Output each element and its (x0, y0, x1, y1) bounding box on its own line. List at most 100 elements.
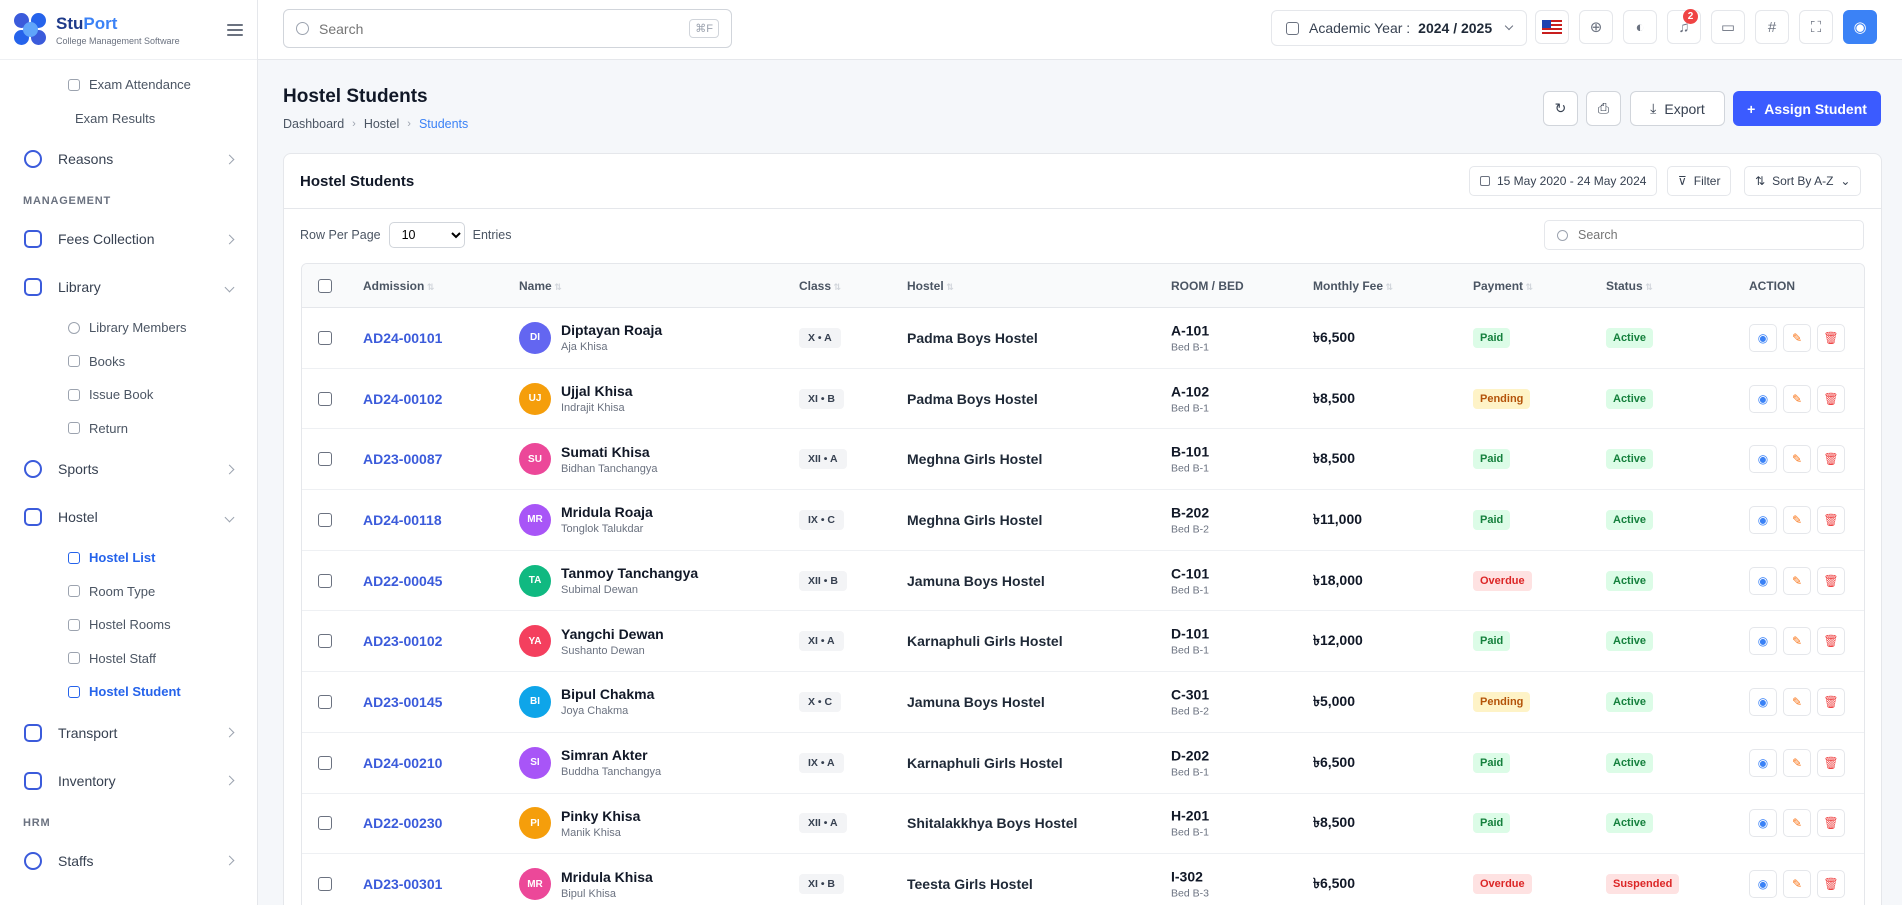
add-button[interactable]: ⊕ (1579, 10, 1613, 44)
menu-toggle-icon[interactable] (227, 23, 243, 36)
table-row[interactable]: AD24-00101 DI Diptayan Roaja Aja Khisa X… (302, 308, 1864, 369)
sidebar-item-library[interactable]: Library (0, 263, 257, 311)
table-row[interactable]: AD22-00045 TA Tanmoy Tanchangya Subimal … (302, 551, 1864, 612)
view-button[interactable]: ◉ (1749, 687, 1777, 716)
search-input[interactable] (319, 20, 690, 37)
messages-button[interactable]: ▭ (1711, 10, 1745, 44)
edit-button[interactable]: ✎ (1783, 809, 1811, 838)
view-button[interactable]: ◉ (1749, 566, 1777, 595)
admission-link[interactable]: AD24-00118 (363, 511, 442, 528)
print-button[interactable]: ⎙ (1586, 91, 1621, 126)
sidebar-item-hostel-list[interactable]: Hostel List (0, 541, 257, 575)
table-row[interactable]: AD23-00145 BI Bipul Chakma Joya Chakma X… (302, 672, 1864, 733)
row-checkbox[interactable] (318, 391, 332, 406)
edit-button[interactable]: ✎ (1783, 384, 1811, 413)
sidebar-item-issue-book[interactable]: Issue Book (0, 378, 257, 412)
col-name[interactable]: Name (519, 279, 562, 293)
profile-button[interactable]: ◉ (1843, 10, 1877, 44)
table-row[interactable]: AD23-00301 MR Mridula Khisa Bipul Khisa … (302, 854, 1864, 905)
notifications-button[interactable]: ♫ 2 (1667, 9, 1701, 44)
delete-button[interactable]: 🗑 (1817, 870, 1845, 899)
export-button[interactable]: ⤓ Export (1630, 91, 1725, 126)
language-button[interactable] (1535, 10, 1569, 44)
delete-button[interactable]: 🗑 (1817, 748, 1845, 777)
view-button[interactable]: ◉ (1749, 809, 1777, 838)
col-payment[interactable]: Payment (1473, 279, 1533, 293)
sidebar-item-room-type[interactable]: Room Type (0, 575, 257, 609)
breadcrumb-hostel[interactable]: Hostel (363, 117, 400, 131)
sidebar-item-library-members[interactable]: Library Members (0, 311, 257, 345)
edit-button[interactable]: ✎ (1783, 627, 1811, 656)
edit-button[interactable]: ✎ (1783, 323, 1811, 352)
view-button[interactable]: ◉ (1749, 748, 1777, 777)
view-button[interactable]: ◉ (1749, 445, 1777, 474)
row-checkbox[interactable] (318, 452, 332, 467)
view-button[interactable]: ◉ (1749, 323, 1777, 352)
table-row[interactable]: AD24-00102 UJ Ujjal Khisa Indrajit Khisa… (302, 369, 1864, 430)
admission-link[interactable]: AD23-00087 (363, 451, 443, 468)
table-row[interactable]: AD23-00087 SU Sumati Khisa Bidhan Tancha… (302, 429, 1864, 491)
table-row[interactable]: AD22-00230 PI Pinky Khisa Manik Khisa XI… (302, 794, 1864, 855)
edit-button[interactable]: ✎ (1783, 687, 1811, 716)
apps-button[interactable]: # (1755, 10, 1789, 44)
sidebar-item-sports[interactable]: Sports (0, 445, 257, 493)
sidebar-item-exam-results[interactable]: Exam Results (75, 110, 156, 126)
view-button[interactable]: ◉ (1749, 870, 1777, 899)
sidebar-item-hostel-rooms[interactable]: Hostel Rooms (0, 608, 257, 642)
fullscreen-button[interactable]: ⛶ (1799, 10, 1833, 44)
row-checkbox[interactable] (318, 877, 332, 892)
date-range-picker[interactable]: 15 May 2020 - 24 May 2024 (1469, 166, 1658, 196)
col-admission[interactable]: Admission (363, 279, 434, 293)
academic-year-select[interactable]: Academic Year : 2024 / 2025 (1271, 10, 1527, 46)
sidebar-item-exam-attendance[interactable]: Exam Attendance (0, 68, 257, 102)
delete-button[interactable]: 🗑 (1817, 505, 1845, 534)
admission-link[interactable]: AD24-00101 (363, 329, 443, 346)
sidebar-item-hostel-staff[interactable]: Hostel Staff (0, 642, 257, 676)
edit-button[interactable]: ✎ (1783, 445, 1811, 474)
row-checkbox[interactable] (318, 330, 332, 345)
filter-button[interactable]: ⊽ Filter (1667, 166, 1732, 196)
admission-link[interactable]: AD24-00210 (363, 754, 443, 771)
sidebar-item-return[interactable]: Return (0, 412, 257, 446)
col-hostel[interactable]: Hostel (907, 279, 954, 293)
table-search[interactable] (1544, 220, 1864, 250)
delete-button[interactable]: 🗑 (1817, 445, 1845, 474)
sidebar-item-staffs[interactable]: Staffs (0, 837, 257, 885)
edit-button[interactable]: ✎ (1783, 505, 1811, 534)
sidebar-item-reasons[interactable]: Reasons (0, 135, 257, 183)
edit-button[interactable]: ✎ (1783, 566, 1811, 595)
delete-button[interactable]: 🗑 (1817, 687, 1845, 716)
breadcrumb-dashboard[interactable]: Dashboard (283, 117, 345, 131)
delete-button[interactable]: 🗑 (1817, 809, 1845, 838)
row-checkbox[interactable] (318, 694, 332, 709)
delete-button[interactable]: 🗑 (1817, 627, 1845, 656)
delete-button[interactable]: 🗑 (1817, 566, 1845, 595)
row-checkbox[interactable] (318, 816, 332, 831)
row-checkbox[interactable] (318, 755, 332, 770)
row-checkbox[interactable] (318, 573, 332, 588)
theme-button[interactable]: ◐ (1623, 10, 1657, 44)
view-button[interactable]: ◉ (1749, 384, 1777, 413)
assign-student-button[interactable]: + Assign Student (1733, 91, 1881, 126)
rows-per-page-select[interactable]: 10 (388, 222, 465, 248)
sidebar-item-fees[interactable]: Fees Collection (0, 215, 257, 263)
sidebar-item-transport[interactable]: Transport (0, 709, 257, 757)
admission-link[interactable]: AD22-00045 (363, 572, 443, 589)
sidebar-item-hostel-student[interactable]: Hostel Student (0, 675, 257, 709)
view-button[interactable]: ◉ (1749, 505, 1777, 534)
table-row[interactable]: AD24-00210 SI Simran Akter Buddha Tancha… (302, 733, 1864, 794)
admission-link[interactable]: AD23-00145 (363, 693, 443, 710)
edit-button[interactable]: ✎ (1783, 748, 1811, 777)
sidebar-item-hostel[interactable]: Hostel (0, 493, 257, 541)
edit-button[interactable]: ✎ (1783, 870, 1811, 899)
view-button[interactable]: ◉ (1749, 627, 1777, 656)
select-all-checkbox[interactable] (318, 278, 332, 293)
table-row[interactable]: AD23-00102 YA Yangchi Dewan Sushanto Dew… (302, 611, 1864, 673)
admission-link[interactable]: AD23-00301 (363, 876, 443, 893)
row-checkbox[interactable] (318, 512, 332, 527)
global-search[interactable]: ⌘F (283, 9, 732, 48)
table-row[interactable]: AD24-00118 MR Mridula Roaja Tonglok Talu… (302, 490, 1864, 551)
table-search-input[interactable] (1578, 228, 1739, 242)
refresh-button[interactable]: ↻ (1543, 91, 1578, 126)
sort-dropdown[interactable]: ⇅ Sort By A-Z ⌄ (1744, 166, 1862, 196)
